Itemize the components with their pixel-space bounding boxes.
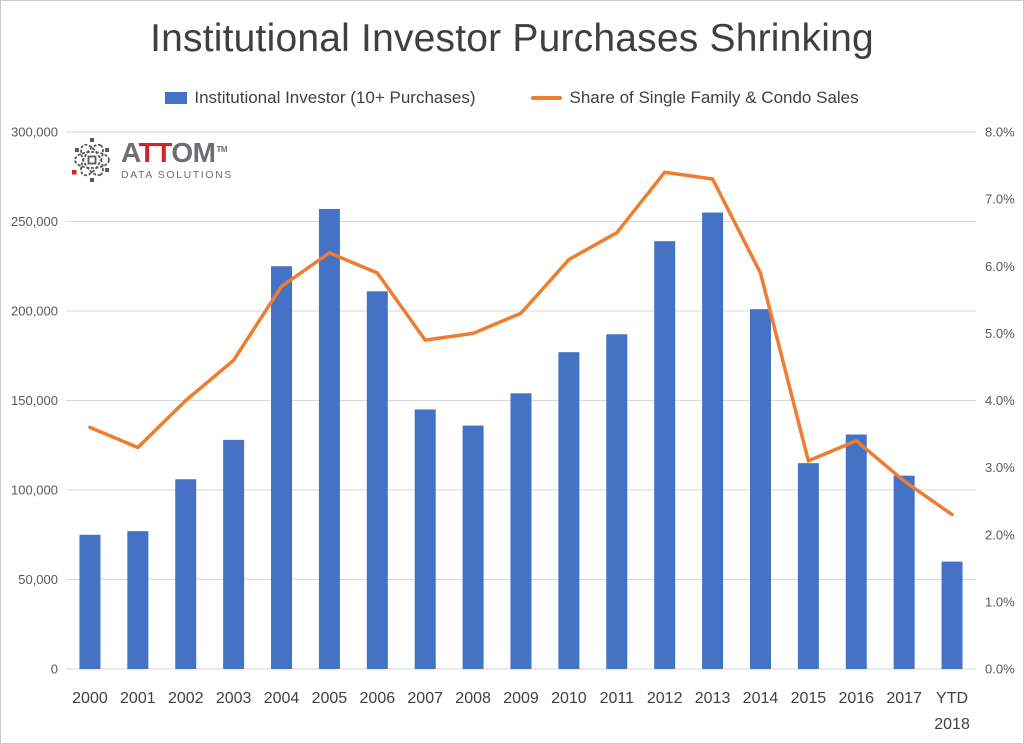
x-axis-label-2012: 2012	[647, 690, 683, 707]
bar-series-label: Institutional Investor (10+ Purchases)	[194, 88, 476, 107]
bar-series-swatch-icon	[165, 92, 188, 104]
right-axis-tick-label: 6.0%	[985, 259, 1015, 274]
x-axis-label-2005: 2005	[312, 690, 348, 707]
bar-2002	[175, 479, 197, 669]
x-axis-label-2016: 2016	[838, 690, 874, 707]
right-axis-tick-label: 5.0%	[985, 326, 1015, 341]
bar-2014	[749, 309, 771, 669]
right-axis-tick-label: 7.0%	[985, 192, 1015, 207]
x-axis-label-2001: 2001	[120, 690, 156, 707]
legend-item-bar-series: Institutional Investor (10+ Purchases)	[165, 88, 475, 108]
x-axis-label-YTD-2018: 2018	[934, 716, 970, 733]
right-axis-tick-label: 8.0%	[985, 125, 1015, 140]
bar-YTD-2018	[941, 561, 963, 669]
bar-2000	[79, 534, 101, 669]
line-series-swatch-icon	[531, 96, 563, 100]
x-axis-label-2015: 2015	[791, 690, 827, 707]
line-series-label: Share of Single Family & Condo Sales	[569, 88, 859, 107]
bar-2001	[127, 531, 149, 669]
left-axis-tick-label: 0	[51, 662, 58, 677]
x-axis-label-2007: 2007	[407, 690, 443, 707]
right-axis-tick-label: 0.0%	[985, 662, 1015, 677]
x-axis-label-2014: 2014	[743, 690, 779, 707]
x-axis-label-2006: 2006	[360, 690, 396, 707]
logo-brand: ATTOMTM	[121, 137, 228, 168]
x-axis-label-YTD-2018: YTD	[936, 690, 968, 707]
bar-2008	[462, 425, 484, 669]
bar-2005	[318, 208, 340, 669]
chart-title: Institutional Investor Purchases Shrinki…	[150, 17, 874, 60]
x-axis-label-2000: 2000	[72, 690, 108, 707]
left-axis-tick-label: 100,000	[11, 483, 58, 498]
logo-subtitle: DATA SOLUTIONS	[121, 169, 233, 181]
x-axis-label-2002: 2002	[168, 690, 204, 707]
right-axis-tick-label: 2.0%	[985, 527, 1015, 542]
left-axis-tick-label: 200,000	[11, 304, 58, 319]
x-axis-label-2011: 2011	[600, 690, 635, 707]
x-axis-label-2010: 2010	[551, 690, 587, 707]
legend-item-line-series: Share of Single Family & Condo Sales	[531, 88, 859, 108]
right-axis-tick-label: 3.0%	[985, 460, 1015, 475]
bar-2017	[893, 475, 915, 669]
bar-2009	[510, 393, 532, 669]
right-axis-tick-label: 4.0%	[985, 393, 1015, 408]
x-axis-label-2003: 2003	[216, 690, 252, 707]
bar-2010	[558, 352, 580, 669]
left-axis-tick-label: 250,000	[11, 214, 58, 229]
share-line	[88, 170, 954, 517]
left-axis-tick-label: 150,000	[11, 393, 58, 408]
bar-2016	[845, 434, 867, 669]
bar-2004	[271, 266, 293, 669]
legend: Institutional Investor (10+ Purchases) S…	[1, 88, 1023, 108]
bar-2006	[366, 291, 388, 669]
x-axis-label-2008: 2008	[455, 690, 491, 707]
bar-2013	[702, 212, 724, 670]
bar-2012	[654, 241, 676, 669]
left-axis-tick-label: 50,000	[18, 572, 58, 587]
left-axis-tick-label: 300,000	[11, 125, 58, 140]
x-axis-label-2013: 2013	[695, 690, 731, 707]
x-axis-label-2009: 2009	[503, 690, 539, 707]
x-axis-label-2017: 2017	[886, 690, 922, 707]
bar-2003	[223, 439, 245, 669]
bar-2007	[414, 409, 436, 669]
bar-2015	[797, 463, 819, 669]
logo-trademark: TM	[216, 144, 228, 154]
attom-logo: ATTOMTM DATA SOLUTIONS	[71, 137, 233, 183]
x-axis-label-2004: 2004	[264, 690, 300, 707]
atom-icon	[72, 138, 110, 182]
bar-2011	[606, 334, 628, 669]
right-axis-tick-label: 1.0%	[985, 594, 1015, 609]
logo-text: ATTOMTM DATA SOLUTIONS	[121, 137, 233, 182]
